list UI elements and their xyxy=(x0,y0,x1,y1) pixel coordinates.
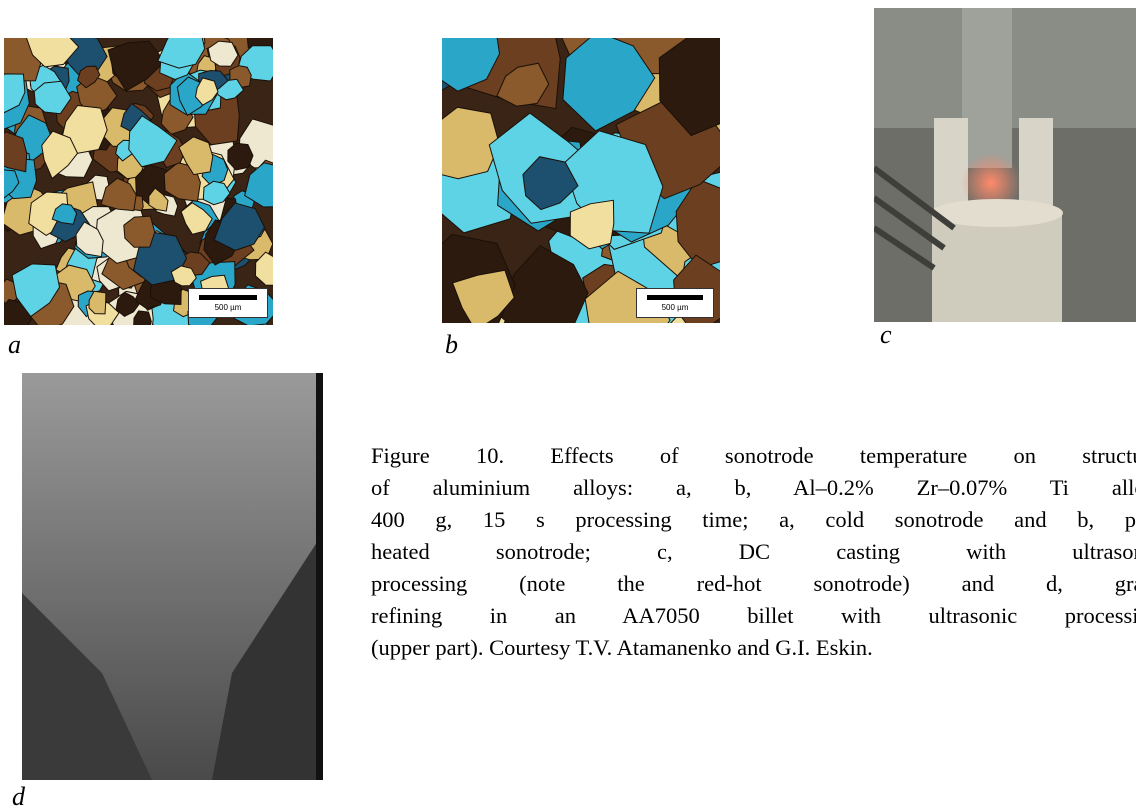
panel-label: c xyxy=(880,320,892,350)
caption-line: processing (note the red-hot sonotrode) … xyxy=(371,568,1136,600)
caption-line: 400 g, 15 s processing time; a, cold son… xyxy=(371,504,1136,536)
caption-line: heated sonotrode; c, DC casting with ult… xyxy=(371,536,1136,568)
caption-line: Figure 10. Effects of sonotrode temperat… xyxy=(371,440,1136,472)
panel-label: d xyxy=(12,782,25,812)
scale-bar: 500 µm xyxy=(636,288,714,318)
caption-line: (upper part). Courtesy T.V. Atamanenko a… xyxy=(371,632,1136,664)
micrograph-b xyxy=(442,38,720,323)
caption: Figure 10. Effects of sonotrode temperat… xyxy=(371,440,1136,664)
photo-c xyxy=(874,8,1136,322)
scale-bar: 500 µm xyxy=(188,288,268,318)
scale-bar-label: 500 µm xyxy=(662,303,689,312)
panel-label: b xyxy=(445,330,458,360)
macrograph-d xyxy=(22,373,323,780)
scale-bar-label: 500 µm xyxy=(215,303,242,312)
caption-line: refining in an AA7050 billet with ultras… xyxy=(371,600,1136,632)
panel-label: a xyxy=(8,330,21,360)
caption-line: of aluminium alloys: a, b, Al–0.2% Zr–0.… xyxy=(371,472,1136,504)
page: 500 µm a 500 µm b c d Figure 10. Effects… xyxy=(0,0,1136,810)
micrograph-a xyxy=(4,38,273,325)
